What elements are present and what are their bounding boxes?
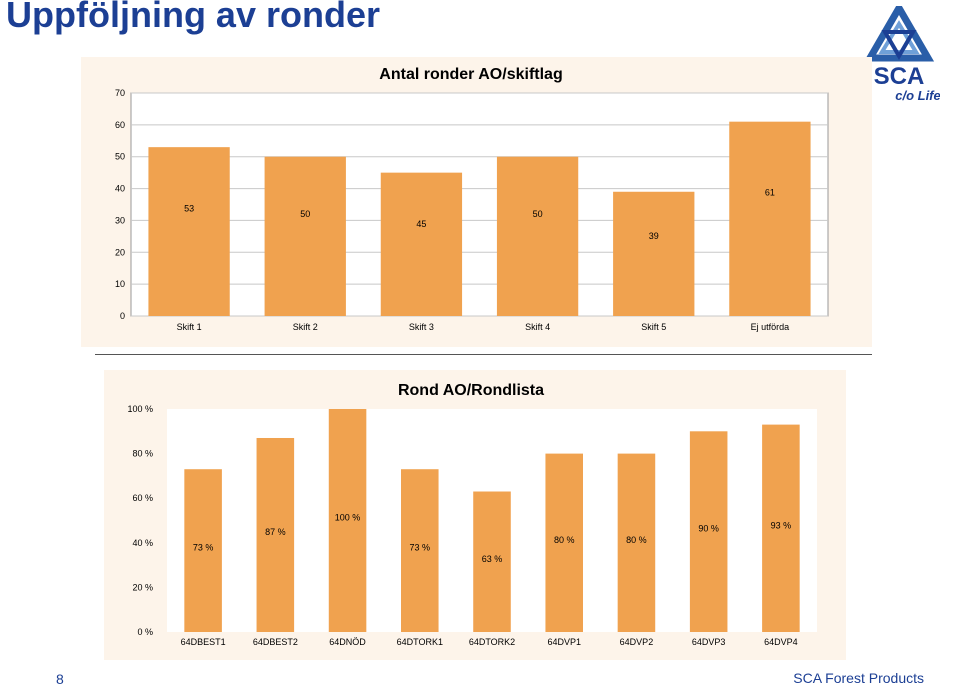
bar xyxy=(184,469,222,632)
bar xyxy=(617,453,656,632)
footer: 8 SCA Forest Products xyxy=(0,665,960,691)
data-label: 73 % xyxy=(193,543,214,553)
data-label: 39 xyxy=(649,231,659,241)
y-tick-label: 80 % xyxy=(132,449,153,459)
x-tick-label: Skift 3 xyxy=(409,322,434,332)
bar xyxy=(496,156,579,316)
bar xyxy=(148,147,230,316)
bar xyxy=(328,409,367,632)
logo-brand: SCA xyxy=(874,63,925,90)
bar xyxy=(729,121,811,317)
data-label: 80 % xyxy=(626,535,647,545)
divider xyxy=(95,354,872,355)
page-title: Uppföljning av ronder xyxy=(6,0,380,35)
chart-2-panel: Rond AO/Rondlista 0 % 20 % 40 % 60 % 80 % 100 … xyxy=(104,370,846,660)
x-tick-label: Ej utförda xyxy=(751,322,790,332)
data-label: 90 % xyxy=(698,524,719,534)
sca-triangle-logo-icon: SCA c/o Life xyxy=(863,1,941,103)
bar xyxy=(264,156,346,316)
data-label: 45 xyxy=(416,219,426,229)
x-tick-label: 64DNÖD xyxy=(329,637,366,647)
y-tick-label: 50 xyxy=(115,152,125,162)
chart-1-panel: Antal ronder AO/skiftlag 0 10 20 30 40 50 60 70 5… xyxy=(81,57,872,347)
sca-logo: SCA c/o Life xyxy=(858,1,941,103)
data-label: 87 % xyxy=(265,527,286,537)
bar xyxy=(380,172,463,316)
data-label: 93 % xyxy=(771,520,792,530)
bar xyxy=(613,191,695,316)
company-name: SCA Forest Products xyxy=(793,670,924,686)
x-tick-label: 64DVP1 xyxy=(547,637,581,647)
y-tick-label: 60 xyxy=(115,120,125,130)
page-number: 8 xyxy=(56,671,64,687)
chart-title: Antal ronder AO/skiftlag xyxy=(379,66,562,83)
y-tick-label: 40 % xyxy=(132,538,153,548)
x-tick-label: Skift 1 xyxy=(177,322,202,332)
x-tick-label: Skift 4 xyxy=(525,322,550,332)
chart-2: Rond AO/Rondlista 0 % 20 % 40 % 60 % 80 % 100 … xyxy=(127,382,817,647)
y-tick-label: 10 xyxy=(115,279,125,289)
bar xyxy=(401,469,439,632)
plot-area xyxy=(130,92,829,317)
x-tick-label: 64DBEST2 xyxy=(253,637,298,647)
x-tick-label: 64DVP4 xyxy=(764,637,798,647)
y-tick-label: 20 % xyxy=(132,582,153,592)
x-tick-label: 64DTORK2 xyxy=(469,637,515,647)
x-tick-label: 64DTORK1 xyxy=(397,637,443,647)
data-label: 73 % xyxy=(410,543,431,553)
bar xyxy=(256,437,295,632)
data-label: 63 % xyxy=(482,554,503,564)
data-label: 100 % xyxy=(335,513,361,523)
y-tick-label: 100 % xyxy=(127,404,153,414)
x-tick-label: 64DVP3 xyxy=(692,637,726,647)
x-tick-label: Skift 5 xyxy=(641,322,666,332)
y-tick-label: 20 xyxy=(115,247,125,257)
y-tick-label: 40 xyxy=(115,184,125,194)
bar xyxy=(473,491,511,632)
logo-tagline: c/o Life xyxy=(895,88,940,102)
x-tick-label: Skift 2 xyxy=(293,322,318,332)
data-label: 80 % xyxy=(554,535,575,545)
y-tick-label: 0 % xyxy=(137,627,153,637)
data-label: 50 xyxy=(533,209,543,219)
y-tick-label: 70 xyxy=(115,88,125,98)
y-tick-label: 60 % xyxy=(132,493,153,503)
chart-title: Rond AO/Rondlista xyxy=(398,382,544,399)
footer-bar xyxy=(0,665,960,691)
x-tick-label: 64DVP2 xyxy=(620,637,654,647)
y-tick-label: 0 xyxy=(120,311,125,321)
x-tick-label: 64DBEST1 xyxy=(181,637,226,647)
bar xyxy=(762,424,800,632)
data-label: 61 xyxy=(765,188,775,198)
y-tick-label: 30 xyxy=(115,215,125,225)
chart-1: Antal ronder AO/skiftlag 0 10 20 30 40 50 60 70 5… xyxy=(115,66,829,332)
bar xyxy=(689,431,728,632)
data-label: 53 xyxy=(184,203,194,213)
bar xyxy=(545,453,583,632)
data-label: 50 xyxy=(300,209,310,219)
